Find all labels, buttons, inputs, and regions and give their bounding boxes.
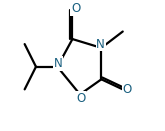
Text: N: N (96, 38, 105, 51)
Text: O: O (71, 2, 80, 15)
Text: O: O (76, 92, 85, 105)
Text: O: O (123, 83, 132, 97)
Text: N: N (54, 57, 62, 70)
